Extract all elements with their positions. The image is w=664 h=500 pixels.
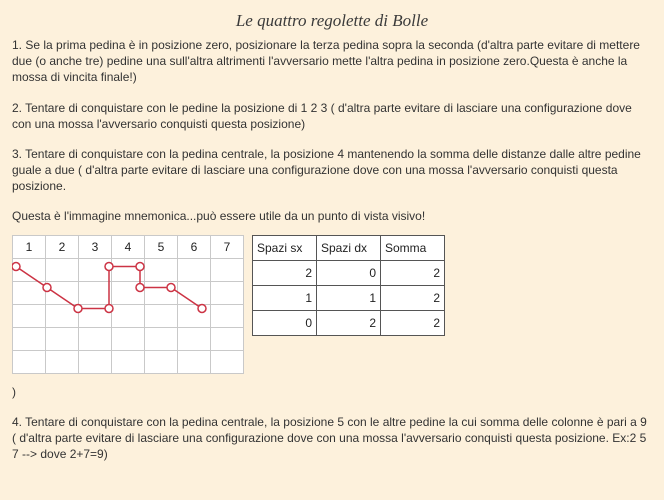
grid-cell xyxy=(145,327,178,350)
grid-header-cell: 6 xyxy=(178,235,211,258)
grid-cell xyxy=(46,304,79,327)
rule-4: 4. Tentare di conquistare con la pedina … xyxy=(12,414,652,463)
grid-cell xyxy=(46,327,79,350)
grid-header-cell: 7 xyxy=(211,235,244,258)
data-table-header: Somma xyxy=(381,235,445,260)
data-table-cell: 0 xyxy=(253,310,317,335)
grid-cell xyxy=(145,281,178,304)
mnemonic-caption: Questa è l'immagine mnemonica...può esse… xyxy=(12,208,652,224)
grid-cell xyxy=(178,304,211,327)
grid-cell xyxy=(13,258,46,281)
grid-cell xyxy=(178,258,211,281)
data-table-cell: 0 xyxy=(317,260,381,285)
grid-cell xyxy=(112,327,145,350)
data-table-cell: 1 xyxy=(253,285,317,310)
grid-cell xyxy=(145,258,178,281)
position-grid: 1234567 xyxy=(12,235,244,374)
grid-header-cell: 4 xyxy=(112,235,145,258)
grid-cell xyxy=(13,350,46,373)
grid-cell xyxy=(211,304,244,327)
grid-cell xyxy=(211,258,244,281)
grid-cell xyxy=(112,350,145,373)
data-table-header: Spazi sx xyxy=(253,235,317,260)
data-table-cell: 2 xyxy=(381,310,445,335)
table-row: 022 xyxy=(253,310,445,335)
grid-cell xyxy=(79,350,112,373)
grid-cell xyxy=(112,281,145,304)
grid-cell xyxy=(112,258,145,281)
grid-cell xyxy=(211,281,244,304)
grid-cell xyxy=(13,304,46,327)
grid-cell xyxy=(178,350,211,373)
grid-cell xyxy=(46,350,79,373)
grid-cell xyxy=(79,327,112,350)
grid-table: 1234567 xyxy=(12,235,244,374)
data-table-header: Spazi dx xyxy=(317,235,381,260)
grid-cell xyxy=(145,304,178,327)
grid-header-cell: 3 xyxy=(79,235,112,258)
grid-cell xyxy=(13,327,46,350)
grid-cell xyxy=(145,350,178,373)
grid-cell xyxy=(178,281,211,304)
table-row: 202 xyxy=(253,260,445,285)
grid-cell xyxy=(211,327,244,350)
grid-cell xyxy=(46,281,79,304)
rule-2: 2. Tentare di conquistare con le pedine … xyxy=(12,100,652,132)
grid-cell xyxy=(46,258,79,281)
grid-header-cell: 1 xyxy=(13,235,46,258)
grid-cell xyxy=(79,304,112,327)
grid-header-cell: 2 xyxy=(46,235,79,258)
data-table-cell: 2 xyxy=(381,285,445,310)
page-title: Le quattro regolette di Bolle xyxy=(12,10,652,33)
rule-1: 1. Se la prima pedina è in posizione zer… xyxy=(12,37,652,86)
grid-cell xyxy=(79,281,112,304)
distance-table: Spazi sxSpazi dxSomma202112022 xyxy=(252,235,445,336)
table-row: 112 xyxy=(253,285,445,310)
data-table-cell: 1 xyxy=(317,285,381,310)
grid-header-cell: 5 xyxy=(145,235,178,258)
grid-cell xyxy=(112,304,145,327)
grid-cell xyxy=(211,350,244,373)
grid-cell xyxy=(79,258,112,281)
data-table-cell: 2 xyxy=(317,310,381,335)
grid-cell xyxy=(13,281,46,304)
figure-row: 1234567 Spazi sxSpazi dxSomma202112022 xyxy=(12,235,652,374)
closing-paren: ) xyxy=(12,384,652,400)
rule-3: 3. Tentare di conquistare con la pedina … xyxy=(12,146,652,195)
data-table-cell: 2 xyxy=(253,260,317,285)
grid-cell xyxy=(178,327,211,350)
data-table-cell: 2 xyxy=(381,260,445,285)
